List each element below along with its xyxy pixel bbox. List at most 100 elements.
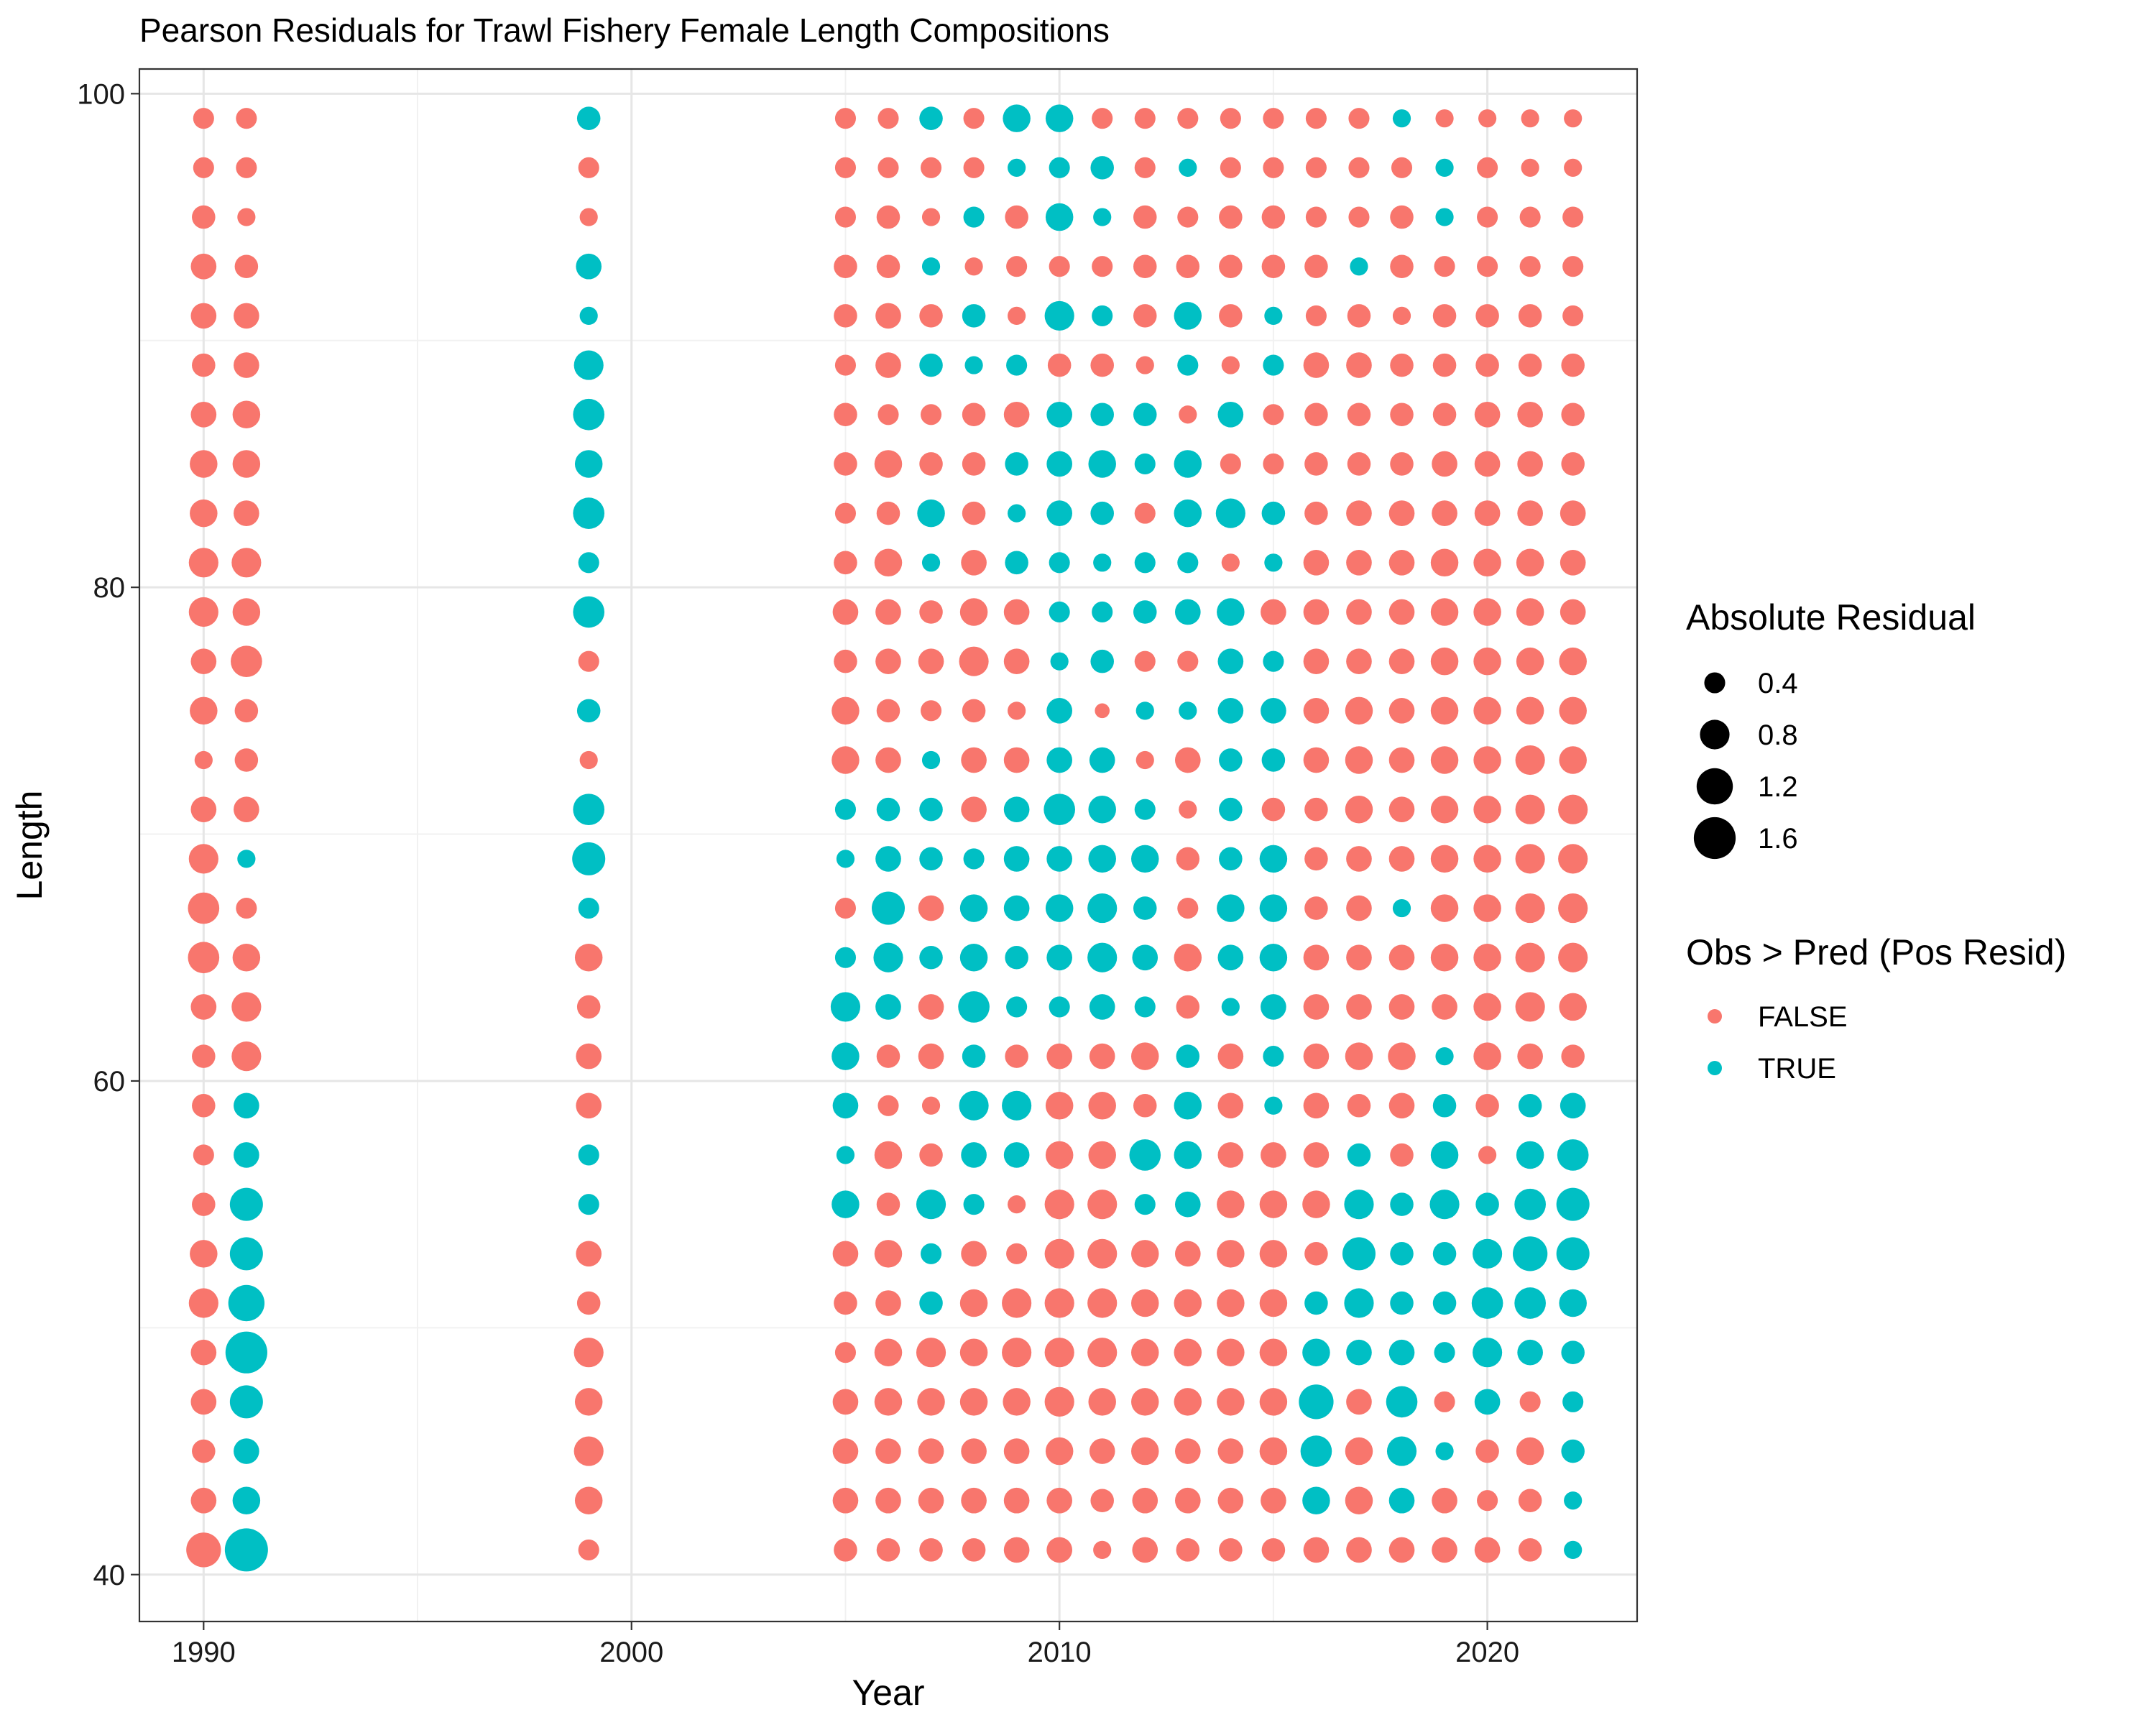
residual-point: [1176, 847, 1200, 871]
residual-point: [190, 1339, 217, 1366]
residual-point: [1432, 304, 1457, 328]
residual-point: [1299, 1384, 1334, 1420]
residual-point: [1515, 893, 1545, 924]
residual-point: [832, 1241, 859, 1267]
residual-point: [1087, 1238, 1118, 1269]
residual-point: [961, 796, 987, 823]
residual-point: [578, 552, 599, 574]
residual-point: [877, 1095, 899, 1116]
residual-point: [1430, 943, 1459, 972]
residual-point: [1432, 402, 1457, 427]
residual-point: [1045, 894, 1074, 922]
residual-point: [1516, 696, 1544, 725]
residual-point: [871, 891, 906, 925]
residual-point: [192, 205, 216, 229]
residual-point: [1093, 1540, 1112, 1560]
residual-point: [877, 157, 899, 178]
residual-point: [959, 646, 989, 676]
residual-point: [1217, 1043, 1244, 1070]
residual-point: [1174, 943, 1202, 972]
residual-point: [1561, 1044, 1585, 1068]
residual-point: [1475, 304, 1499, 328]
color-legend-key: [1708, 1061, 1722, 1075]
residual-point: [1346, 1389, 1372, 1415]
residual-point: [573, 398, 605, 431]
residual-point: [1174, 747, 1201, 773]
residual-point: [1263, 1046, 1284, 1067]
residual-point: [232, 943, 261, 972]
residual-point: [1517, 401, 1543, 428]
residual-point: [1134, 502, 1156, 524]
residual-point: [876, 205, 900, 229]
residual-point: [234, 699, 259, 723]
residual-point: [831, 696, 860, 725]
residual-point: [572, 842, 606, 875]
residual-point: [1348, 108, 1370, 129]
residual-point: [834, 898, 857, 919]
x-axis-label: Year: [852, 1673, 924, 1713]
residual-point: [1261, 994, 1286, 1020]
residual-point: [1176, 1044, 1200, 1068]
residual-point: [1174, 599, 1201, 625]
residual-point: [1304, 501, 1328, 525]
residual-point: [578, 1194, 599, 1215]
residual-point: [1518, 1094, 1542, 1118]
residual-point: [1477, 1490, 1498, 1512]
residual-point: [1176, 1538, 1200, 1562]
residual-point: [1515, 844, 1545, 874]
residual-point: [1564, 1540, 1583, 1560]
residual-point: [1302, 1190, 1330, 1218]
residual-point: [1521, 158, 1539, 177]
residual-point: [1432, 1242, 1457, 1266]
residual-point: [963, 848, 985, 870]
residual-point: [1261, 1538, 1286, 1562]
residual-point: [1135, 356, 1154, 374]
residual-point: [1305, 305, 1327, 326]
residual-point: [573, 350, 604, 380]
residual-point: [1133, 254, 1157, 278]
residual-point: [1558, 942, 1588, 972]
residual-point: [1008, 306, 1026, 326]
residual-point: [1087, 893, 1118, 924]
residual-point: [959, 598, 988, 626]
residual-point: [1044, 794, 1075, 826]
residual-point: [232, 400, 261, 429]
residual-point: [961, 1241, 987, 1267]
residual-point: [918, 1487, 944, 1514]
residual-point: [1092, 305, 1113, 326]
residual-point: [1390, 205, 1414, 229]
residual-point: [576, 1092, 602, 1119]
residual-point: [1347, 452, 1371, 476]
residual-point: [875, 599, 901, 625]
residual-point: [1473, 795, 1501, 824]
residual-point: [1517, 1043, 1543, 1070]
residual-point: [1347, 304, 1371, 328]
residual-point: [962, 304, 986, 328]
residual-point: [1006, 256, 1028, 277]
size-legend-title: Absolute Residual: [1686, 597, 1976, 638]
residual-point: [1561, 1439, 1585, 1463]
residual-point: [961, 1487, 987, 1514]
residual-point: [1131, 1338, 1159, 1366]
residual-point: [1564, 1491, 1583, 1510]
residual-point: [1005, 551, 1028, 575]
residual-point: [234, 352, 259, 378]
residual-point: [1300, 1435, 1332, 1467]
residual-point: [1557, 1139, 1589, 1171]
residual-point: [1261, 1142, 1286, 1168]
residual-point: [1049, 996, 1070, 1018]
residual-point: [1217, 894, 1245, 922]
residual-point: [1174, 302, 1202, 330]
residual-point: [1135, 702, 1154, 720]
residual-point: [229, 1237, 263, 1271]
residual-point: [1432, 1094, 1457, 1118]
residual-point: [573, 794, 605, 826]
residual-point: [1046, 451, 1072, 477]
residual-point: [1346, 895, 1372, 921]
residual-point: [190, 499, 218, 528]
residual-point: [1478, 109, 1497, 128]
residual-point: [1473, 598, 1501, 626]
residual-point: [576, 253, 602, 280]
residual-point: [1220, 453, 1241, 474]
residual-point: [963, 157, 985, 178]
